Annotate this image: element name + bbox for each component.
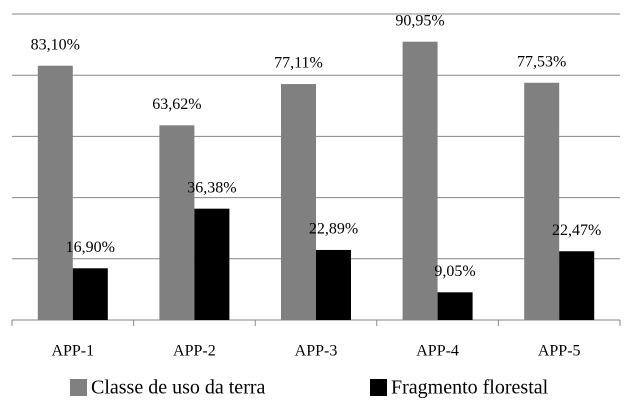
x-tick-label: APP-3 [295, 343, 338, 360]
value-label: 22,89% [309, 221, 358, 238]
value-label: 77,53% [517, 53, 566, 70]
legend-label: Classe de uso da terra [91, 377, 266, 399]
x-tick-label: APP-1 [51, 343, 94, 360]
value-label: 36,38% [187, 179, 236, 196]
bar [37, 65, 73, 321]
legend-swatch [70, 379, 87, 396]
value-label: 63,62% [152, 96, 201, 113]
value-label: 22,47% [552, 222, 601, 239]
bar [524, 82, 560, 320]
bar [559, 251, 595, 320]
value-label: 9,05% [434, 263, 475, 280]
bar [159, 125, 195, 320]
x-tick-label: APP-2 [173, 343, 216, 360]
value-label: 77,11% [274, 55, 323, 72]
legend-swatch [370, 379, 387, 396]
value-label: 90,95% [395, 12, 444, 29]
bar [437, 292, 473, 320]
legend-label: Fragmento florestal [391, 377, 549, 399]
bar [316, 249, 351, 320]
bar [402, 41, 438, 321]
x-tick-label: APP-4 [416, 343, 459, 360]
bar [194, 208, 230, 320]
value-label: 16,90% [66, 239, 115, 256]
value-label: 83,10% [31, 36, 80, 53]
bar [72, 268, 108, 320]
bar [281, 84, 316, 321]
x-tick-label: APP-5 [538, 343, 581, 360]
